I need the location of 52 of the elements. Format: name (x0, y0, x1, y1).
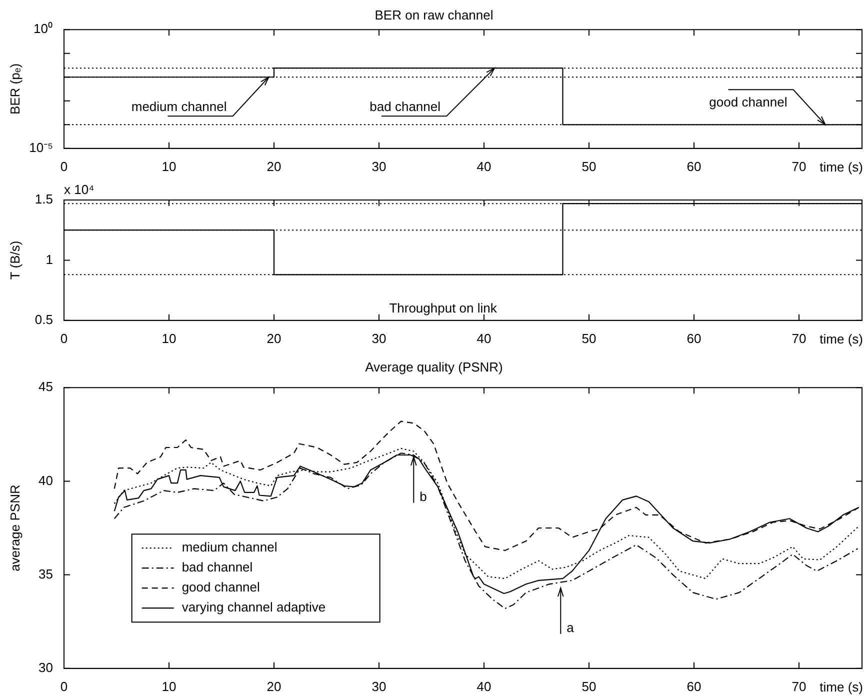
x-tick-label: 40 (476, 158, 492, 174)
x-tick-label: 40 (476, 330, 492, 346)
x-tick-label: 0 (60, 678, 68, 694)
y-tick-label: 10⁻⁵ (29, 140, 53, 155)
legend-label: varying channel adaptive (182, 600, 326, 615)
x-tick-label: 20 (266, 330, 282, 346)
y-tick-label: 30 (38, 660, 53, 675)
legend-label: bad channel (182, 560, 253, 575)
legend-label: good channel (182, 580, 260, 595)
annotation: medium channel (131, 99, 227, 114)
x-tick-label: 50 (582, 158, 596, 174)
y-axis-title: average PSNR (7, 484, 22, 572)
chart-title: BER on raw channel (374, 7, 494, 22)
y-tick-label: 45 (38, 379, 53, 394)
x-tick-label: 50 (582, 678, 596, 694)
annotation: Throughput on link (389, 300, 498, 316)
x-tick-label: 0 (60, 158, 68, 174)
x-tick-label: 50 (582, 330, 596, 346)
x-tick-label: 70 (792, 158, 806, 174)
x-tick-label: 70 (792, 678, 806, 694)
x-tick-label: 0 (60, 330, 68, 346)
y-axis-title: BER (pₑ) (7, 63, 22, 115)
x-tick-label: 30 (372, 330, 386, 346)
x-tick-label: 40 (476, 678, 492, 694)
x-tick-label: 30 (372, 158, 386, 174)
x-tick-label: 10 (162, 678, 176, 694)
annotation: b (420, 488, 427, 504)
annotation: a (566, 620, 575, 635)
x-tick-label: 60 (686, 330, 702, 346)
y-tick-label: 1.5 (34, 192, 53, 207)
chart-title: Average quality (PSNR) (365, 359, 503, 374)
annotation: bad channel (370, 99, 441, 114)
x-tick-label: 10 (162, 330, 176, 346)
y-tick-label: 1 (46, 252, 53, 267)
text: x 10⁴ (64, 182, 94, 197)
y-tick-label: 10⁰ (34, 21, 53, 36)
x-tick-label: 30 (372, 678, 386, 694)
x-tick-label: 60 (686, 678, 702, 694)
y-axis-title: T (B/s) (7, 240, 22, 280)
y-tick-label: 40 (38, 472, 53, 488)
x-tick-label: 20 (266, 158, 282, 174)
x-tick-label: 60 (686, 158, 702, 174)
x-tick-label: 20 (266, 678, 282, 694)
x-axis-title: time (s) (820, 679, 863, 694)
x-tick-label: 10 (162, 158, 176, 174)
x-axis-title: time (s) (820, 331, 863, 346)
x-axis-title: time (s) (820, 159, 863, 174)
x-tick-label: 70 (792, 330, 806, 346)
annotation: good channel (709, 94, 788, 110)
legend-label: medium channel (182, 540, 278, 555)
y-tick-label: 0.5 (34, 312, 53, 327)
y-tick-label: 35 (38, 566, 53, 582)
